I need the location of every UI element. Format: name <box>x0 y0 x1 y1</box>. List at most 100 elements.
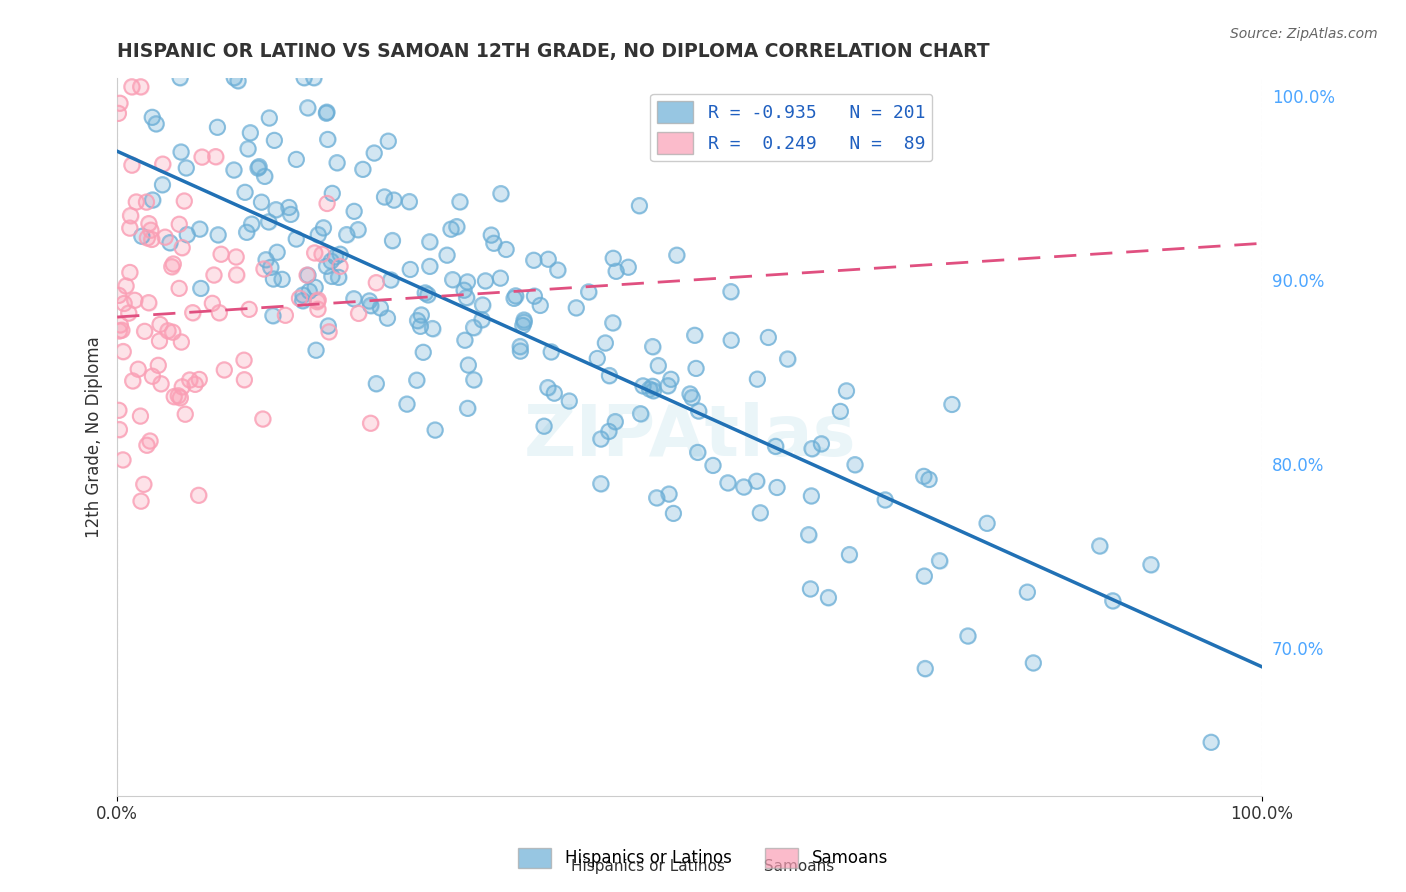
Legend: R = -0.935   N = 201, R =  0.249   N =  89: R = -0.935 N = 201, R = 0.249 N = 89 <box>650 94 932 161</box>
Point <box>321 186 343 201</box>
Point <box>747 372 769 386</box>
Point <box>138 295 160 310</box>
Point <box>207 120 229 135</box>
Point <box>190 281 212 295</box>
Point <box>765 439 787 453</box>
Point <box>537 381 560 395</box>
Point <box>285 153 308 167</box>
Point <box>184 377 207 392</box>
Point <box>457 358 479 372</box>
Point <box>266 245 288 260</box>
Point <box>262 272 284 286</box>
Point <box>107 403 129 417</box>
Point <box>311 247 333 261</box>
Point <box>359 293 381 308</box>
Point <box>914 661 936 675</box>
Point <box>188 372 211 386</box>
Point <box>844 458 866 472</box>
Point <box>409 319 432 334</box>
Point <box>941 397 963 411</box>
Point <box>108 324 131 338</box>
Point <box>1199 735 1222 749</box>
Point <box>457 401 479 416</box>
Point <box>454 333 477 347</box>
Point <box>145 117 167 131</box>
Point <box>1199 735 1222 749</box>
Point <box>343 204 366 219</box>
Point <box>537 252 560 267</box>
Point <box>405 373 427 387</box>
Point <box>150 376 173 391</box>
Point <box>285 153 308 167</box>
Point <box>395 397 418 411</box>
Point <box>141 193 163 207</box>
Text: Hispanics or Latinos        Samoans: Hispanics or Latinos Samoans <box>571 859 835 874</box>
Point <box>419 235 441 249</box>
Point <box>254 252 277 267</box>
Point <box>558 394 581 409</box>
Point <box>238 302 260 317</box>
Point <box>565 301 588 315</box>
Point <box>131 229 153 244</box>
Point <box>239 126 262 140</box>
Point <box>456 275 478 289</box>
Point <box>505 289 527 303</box>
Point <box>226 73 249 87</box>
Point <box>297 101 319 115</box>
Point <box>547 263 569 277</box>
Point <box>233 353 256 368</box>
Point <box>121 158 143 172</box>
Point <box>141 232 163 246</box>
Point <box>125 194 148 209</box>
Point <box>681 391 703 405</box>
Point <box>292 70 315 85</box>
Point <box>631 379 654 393</box>
Point <box>463 320 485 334</box>
Point <box>135 195 157 210</box>
Point <box>132 477 155 491</box>
Point <box>319 254 342 268</box>
Point <box>513 315 536 329</box>
Point <box>305 343 328 358</box>
Point <box>162 257 184 271</box>
Point <box>173 194 195 208</box>
Point <box>456 291 478 305</box>
Point <box>246 161 269 175</box>
Point <box>262 309 284 323</box>
Point <box>190 281 212 295</box>
Point <box>148 359 170 373</box>
Point <box>139 434 162 448</box>
Point <box>285 232 308 246</box>
Point <box>132 477 155 491</box>
Point <box>363 146 385 161</box>
Point <box>844 458 866 472</box>
Point <box>683 328 706 343</box>
Point <box>399 262 422 277</box>
Point <box>152 178 174 192</box>
Point <box>326 155 349 169</box>
Point <box>260 260 283 275</box>
Point <box>630 407 652 421</box>
Point <box>589 476 612 491</box>
Point <box>380 273 402 287</box>
Point <box>412 345 434 359</box>
Point <box>121 374 143 388</box>
Point <box>226 73 249 87</box>
Point <box>172 241 194 255</box>
Point <box>121 374 143 388</box>
Point <box>370 301 392 315</box>
Point <box>307 302 329 317</box>
Point <box>835 384 858 398</box>
Point <box>181 306 204 320</box>
Point <box>471 312 494 326</box>
Point <box>540 344 562 359</box>
Point <box>547 263 569 277</box>
Point <box>115 279 138 293</box>
Point <box>628 198 651 212</box>
Point <box>191 150 214 164</box>
Point <box>307 293 329 307</box>
Point <box>271 272 294 286</box>
Point <box>523 253 546 268</box>
Point <box>702 458 724 473</box>
Point <box>453 283 475 297</box>
